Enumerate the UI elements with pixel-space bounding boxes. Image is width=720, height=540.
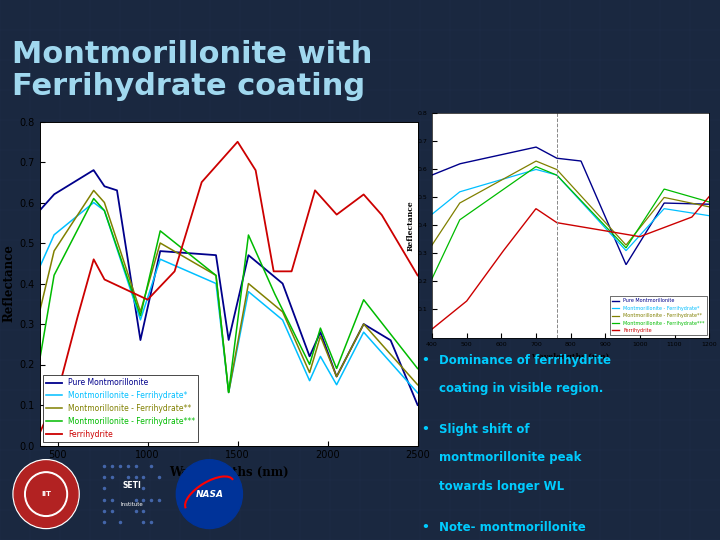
X-axis label: Wavelengths (nm): Wavelengths (nm) — [531, 353, 610, 361]
Circle shape — [176, 460, 243, 529]
Pure Montmorillonite — [35, 207, 44, 214]
Montmorillonite - Ferrihydrate* — [78, 208, 87, 215]
Montmorillonite - Ferrihydrate** — [35, 309, 44, 315]
Line: Montmorillonite - Ferrihydrate**: Montmorillonite - Ferrihydrate** — [40, 191, 418, 393]
Circle shape — [24, 472, 68, 516]
Ferrihydrite — [197, 181, 205, 188]
Montmorillonite - Ferrihydrate* — [89, 199, 98, 206]
Montmorillonite - Ferrihydrate** — [406, 374, 415, 380]
Line: Pure Montmorillonite: Pure Montmorillonite — [40, 170, 418, 405]
Pure Montmorillonite — [78, 173, 87, 180]
Circle shape — [13, 460, 79, 529]
Montmorillonite - Ferrihydrate*** — [413, 365, 422, 372]
Montmorillonite - Ferrihydrate** — [365, 328, 374, 334]
Montmorillonite - Ferrihydrate*** — [35, 357, 44, 364]
Text: •: • — [421, 354, 429, 367]
Montmorillonite - Ferrihydrate* — [365, 335, 374, 342]
Text: montmorillonite peak: montmorillonite peak — [439, 451, 582, 464]
Montmorillonite - Ferrihydrate*** — [180, 247, 189, 254]
Text: towards longer WL: towards longer WL — [439, 480, 564, 492]
Montmorillonite - Ferrihydrate** — [180, 254, 189, 260]
Ferrihydrite — [35, 430, 44, 436]
Pure Montmorillonite — [406, 384, 415, 391]
Legend: Pure Montmorillonite, Montmorillonite - Ferrihydrate*, Montmorillonite - Ferrihy: Pure Montmorillonite, Montmorillonite - … — [43, 375, 198, 442]
Text: •: • — [421, 521, 429, 534]
Montmorillonite - Ferrihydrate*** — [78, 217, 87, 223]
Text: SETI: SETI — [122, 482, 141, 490]
Circle shape — [27, 474, 66, 514]
Line: Montmorillonite - Ferrihydrate***: Montmorillonite - Ferrihydrate*** — [40, 199, 418, 393]
Montmorillonite - Ferrihydrate* — [197, 274, 205, 280]
Y-axis label: Reflectance: Reflectance — [407, 200, 415, 251]
Text: coating in visible region.: coating in visible region. — [439, 382, 603, 395]
Montmorillonite - Ferrihydrate*** — [89, 195, 98, 202]
Montmorillonite - Ferrihydrate* — [406, 381, 415, 388]
Montmorillonite - Ferrihydrate*** — [101, 210, 109, 217]
Montmorillonite - Ferrihydrate* — [413, 390, 422, 396]
Text: Dominance of ferrihydrite: Dominance of ferrihydrite — [439, 354, 611, 367]
Montmorillonite - Ferrihydrate* — [35, 264, 44, 271]
Montmorillonite - Ferrihydrate*** — [225, 389, 233, 396]
Line: Ferrihydrite: Ferrihydrite — [40, 142, 418, 433]
Pure Montmorillonite — [197, 251, 205, 257]
Legend: Pure Montmorillonite, Montmorillonite - Ferrihydrate*, Montmorillonite - Ferrihy: Pure Montmorillonite, Montmorillonite - … — [611, 296, 707, 335]
Text: Note- montmorillonite: Note- montmorillonite — [439, 521, 586, 534]
Pure Montmorillonite — [89, 167, 98, 173]
Text: IIT: IIT — [41, 491, 51, 497]
Text: Institute: Institute — [120, 502, 143, 507]
Montmorillonite - Ferrihydrate** — [225, 389, 233, 396]
Text: •: • — [421, 423, 429, 436]
Ferrihydrite — [233, 139, 242, 145]
Montmorillonite - Ferrihydrate** — [101, 202, 109, 208]
Ferrihydrite — [101, 276, 109, 283]
Montmorillonite - Ferrihydrate** — [78, 204, 87, 210]
Montmorillonite - Ferrihydrate** — [89, 187, 98, 194]
Ferrihydrite — [413, 272, 422, 279]
Circle shape — [14, 461, 78, 527]
Ferrihydrite — [365, 198, 374, 204]
Montmorillonite - Ferrihydrate* — [101, 210, 109, 217]
Montmorillonite - Ferrihydrate*** — [406, 356, 415, 363]
Pure Montmorillonite — [101, 184, 109, 190]
Montmorillonite - Ferrihydrate*** — [197, 260, 205, 267]
Ferrihydrite — [406, 260, 415, 266]
Montmorillonite - Ferrihydrate*** — [365, 304, 374, 310]
Text: Ferrihydrate coating: Ferrihydrate coating — [12, 72, 365, 101]
Montmorillonite - Ferrihydrate** — [413, 381, 422, 388]
Y-axis label: Reflectance: Reflectance — [2, 245, 15, 322]
Ferrihydrite — [78, 295, 87, 302]
X-axis label: Wavelengths (nm): Wavelengths (nm) — [168, 466, 289, 479]
Montmorillonite - Ferrihydrate** — [197, 264, 205, 270]
Montmorillonite - Ferrihydrate* — [180, 267, 189, 273]
Ferrihydrite — [180, 235, 189, 242]
Pure Montmorillonite — [413, 402, 422, 408]
Pure Montmorillonite — [180, 249, 189, 256]
Text: Slight shift of: Slight shift of — [439, 423, 530, 436]
Text: NASA: NASA — [195, 490, 223, 498]
Line: Montmorillonite - Ferrihydrate*: Montmorillonite - Ferrihydrate* — [40, 202, 418, 393]
Text: Montmorillonite with: Montmorillonite with — [12, 40, 372, 69]
Pure Montmorillonite — [365, 325, 374, 331]
